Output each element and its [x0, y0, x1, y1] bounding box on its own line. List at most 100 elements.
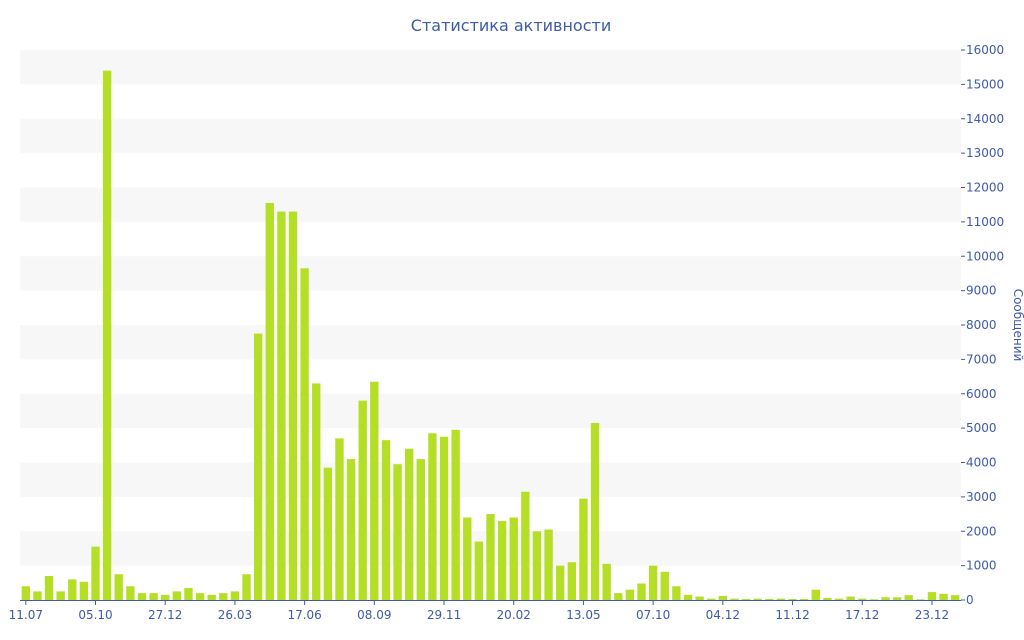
grid-band: [20, 118, 961, 154]
bar[interactable]: [114, 574, 123, 600]
bar[interactable]: [683, 594, 693, 600]
bar[interactable]: [184, 587, 193, 600]
bar[interactable]: [544, 529, 553, 600]
bar[interactable]: [405, 448, 414, 600]
x-tick-label: 13.05: [566, 608, 600, 622]
bar[interactable]: [765, 598, 774, 600]
x-tick-label: 08.09: [357, 608, 391, 622]
x-tick-label: 11.07: [9, 608, 43, 622]
bar[interactable]: [869, 599, 879, 600]
bar[interactable]: [370, 381, 379, 600]
bar[interactable]: [288, 211, 298, 600]
bar[interactable]: [788, 598, 797, 600]
bar[interactable]: [881, 597, 890, 600]
bar[interactable]: [126, 586, 135, 600]
bar[interactable]: [660, 571, 669, 600]
bar-series: [21, 70, 960, 601]
x-tick-label: 04.12: [706, 608, 740, 622]
bar[interactable]: [265, 202, 274, 600]
bar[interactable]: [486, 514, 495, 600]
bar[interactable]: [497, 520, 507, 600]
y-axis-title: Сообщений: [1011, 289, 1024, 362]
x-tick-label: 11.12: [775, 608, 809, 622]
bar[interactable]: [242, 574, 251, 600]
bar[interactable]: [892, 597, 902, 600]
grid-band: [20, 50, 961, 85]
bar[interactable]: [33, 591, 42, 600]
bar[interactable]: [68, 579, 77, 601]
bar[interactable]: [625, 589, 635, 600]
bar[interactable]: [230, 591, 240, 600]
bar[interactable]: [277, 211, 286, 600]
bar[interactable]: [927, 592, 937, 600]
bar[interactable]: [834, 598, 844, 601]
bar[interactable]: [823, 597, 832, 600]
bar[interactable]: [648, 565, 658, 601]
bar[interactable]: [300, 268, 309, 600]
y-axis-ticks: 0 1000 2000 3000 4000 5000 6000 7000 8000 9000 100…: [961, 43, 1004, 607]
bar[interactable]: [846, 596, 855, 600]
bar[interactable]: [672, 586, 681, 600]
y-tick-label: 7000: [966, 352, 997, 366]
bar[interactable]: [439, 436, 449, 600]
bar[interactable]: [602, 563, 611, 600]
bar[interactable]: [463, 517, 472, 601]
bar[interactable]: [219, 593, 228, 601]
x-tick-label: 23.12: [915, 608, 949, 622]
bar[interactable]: [556, 565, 565, 601]
bar[interactable]: [718, 595, 728, 601]
bar[interactable]: [521, 491, 530, 600]
bar[interactable]: [172, 591, 182, 600]
bar[interactable]: [381, 440, 391, 600]
bar[interactable]: [21, 586, 30, 600]
bar[interactable]: [451, 429, 460, 600]
bar[interactable]: [741, 598, 751, 600]
bar[interactable]: [637, 583, 646, 601]
bar[interactable]: [916, 599, 925, 600]
bar[interactable]: [776, 598, 786, 601]
bar[interactable]: [904, 595, 913, 600]
bar[interactable]: [346, 459, 356, 600]
bar[interactable]: [811, 589, 820, 600]
x-tick-label: 20.02: [497, 608, 531, 622]
bar[interactable]: [474, 541, 484, 600]
bar[interactable]: [567, 562, 576, 600]
bar[interactable]: [428, 433, 437, 600]
x-tick-label: 27.12: [148, 608, 182, 622]
bar[interactable]: [614, 593, 623, 601]
bar[interactable]: [312, 383, 321, 600]
bar[interactable]: [91, 546, 100, 600]
bar[interactable]: [56, 591, 65, 600]
bar[interactable]: [102, 70, 112, 601]
bar[interactable]: [137, 593, 147, 601]
bar[interactable]: [730, 598, 739, 601]
y-tick-label: 3000: [966, 490, 997, 504]
bar[interactable]: [416, 459, 425, 600]
bar[interactable]: [532, 531, 542, 600]
bar[interactable]: [590, 422, 600, 600]
bar[interactable]: [707, 598, 716, 601]
bar[interactable]: [79, 581, 89, 600]
bar[interactable]: [161, 594, 170, 600]
bar[interactable]: [44, 575, 54, 600]
bar[interactable]: [799, 598, 809, 600]
bar[interactable]: [939, 593, 948, 600]
y-tick-label: 6000: [966, 387, 997, 401]
bar[interactable]: [358, 400, 367, 601]
bar[interactable]: [753, 598, 762, 601]
bar[interactable]: [323, 467, 333, 600]
bar[interactable]: [858, 598, 867, 601]
bar[interactable]: [207, 594, 216, 600]
bar[interactable]: [195, 593, 205, 601]
bar[interactable]: [695, 596, 704, 600]
bar[interactable]: [393, 464, 402, 600]
bar[interactable]: [149, 593, 158, 601]
bar[interactable]: [579, 498, 588, 600]
y-tick-label: 0: [966, 593, 974, 607]
bar[interactable]: [253, 333, 263, 600]
bar[interactable]: [951, 595, 960, 600]
bar[interactable]: [509, 517, 518, 601]
bar[interactable]: [335, 438, 344, 600]
